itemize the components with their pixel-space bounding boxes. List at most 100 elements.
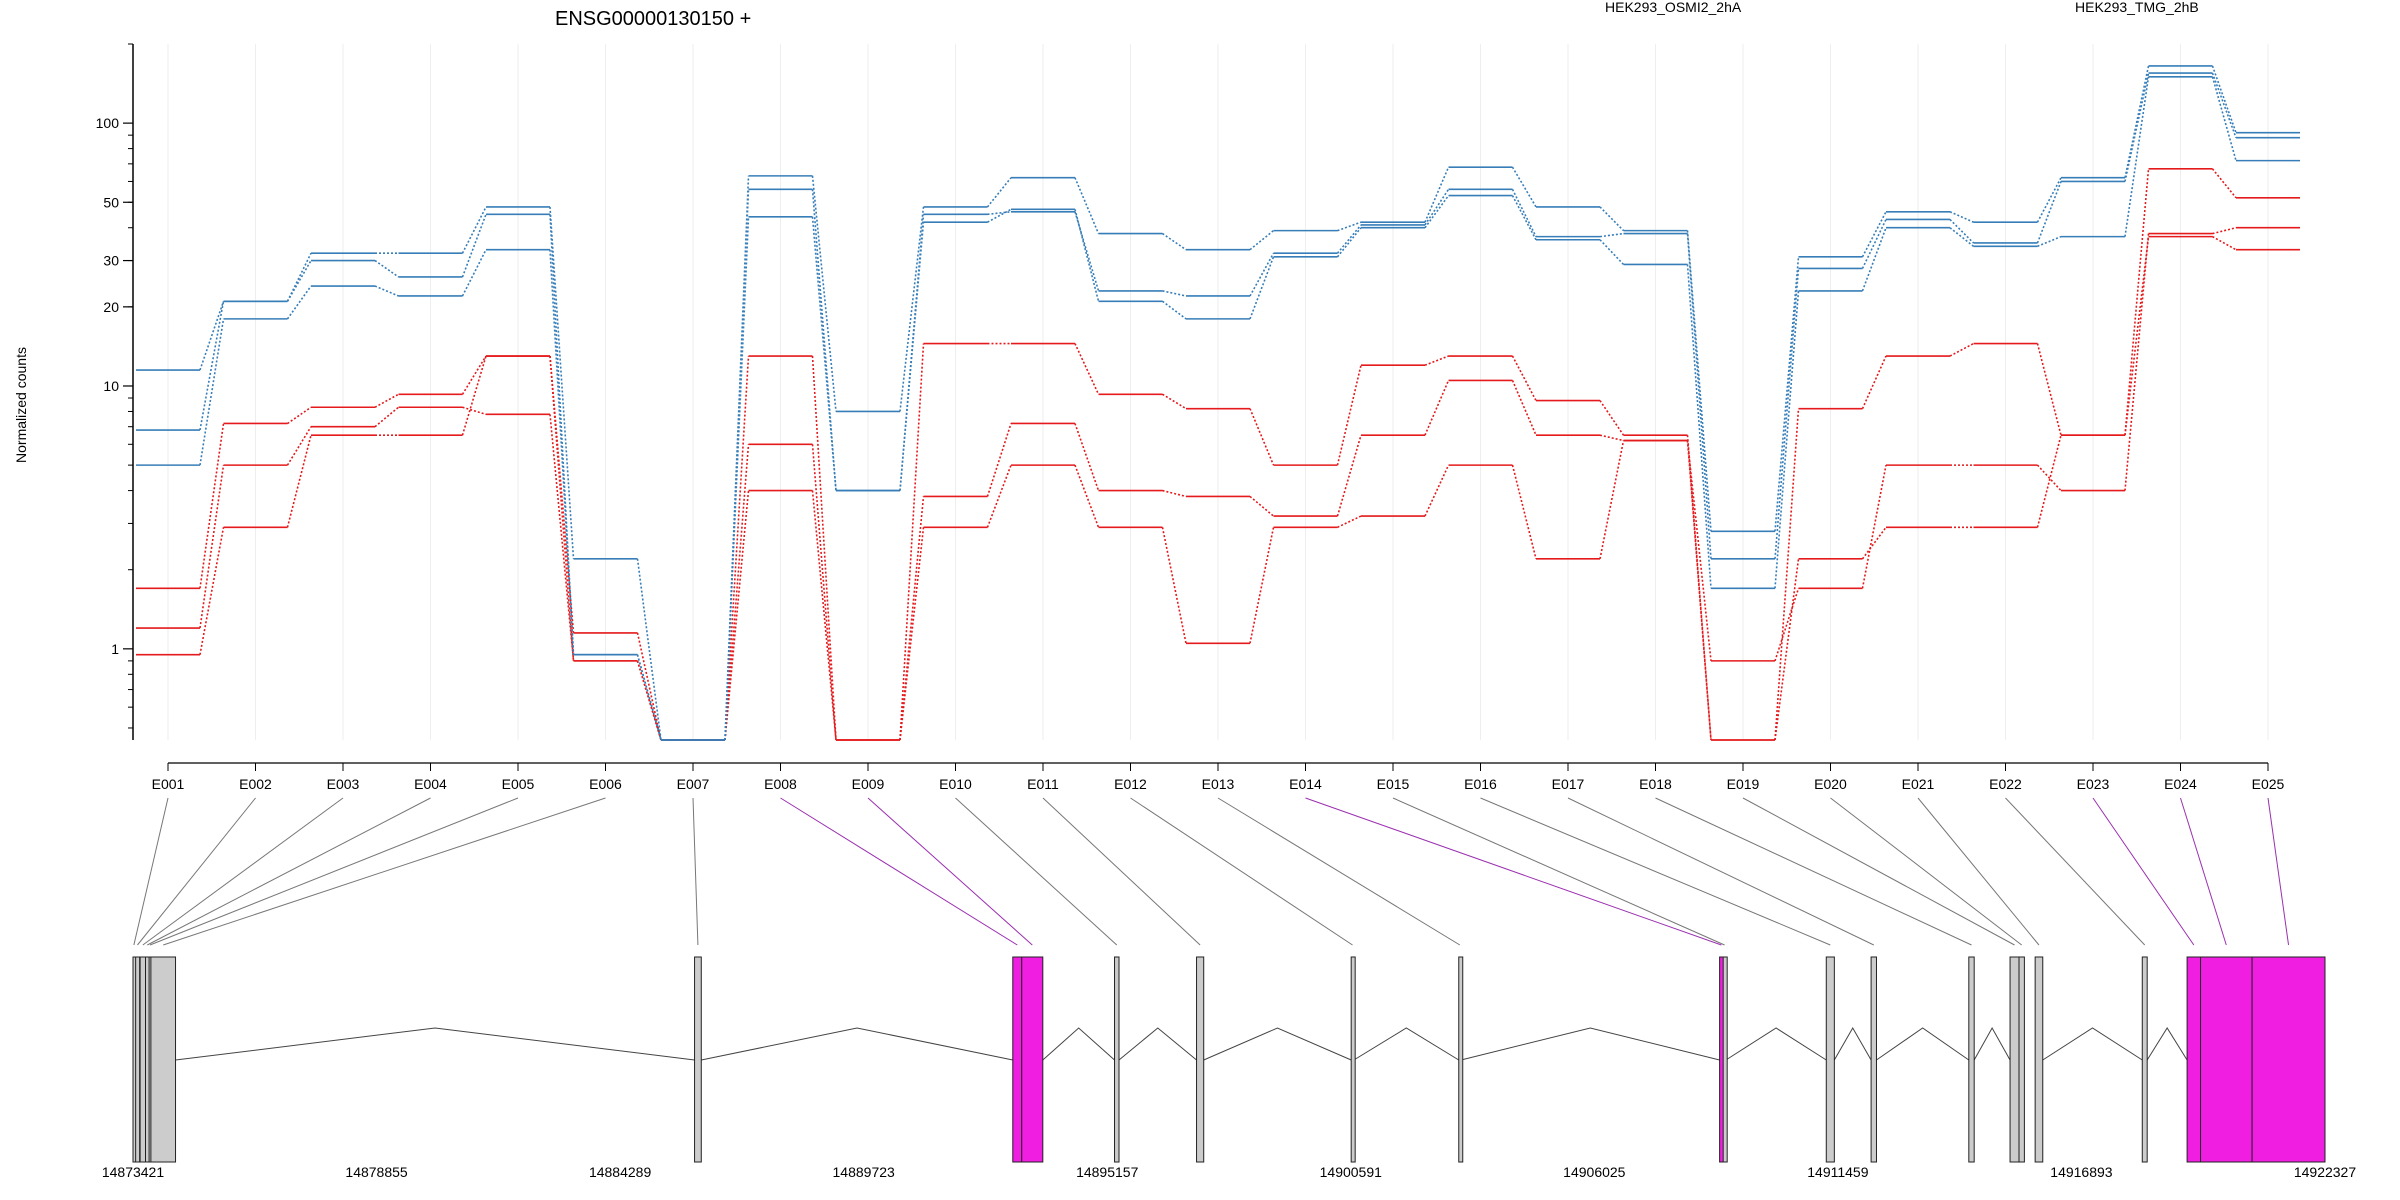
- transition-segment: [2124, 76, 2150, 237]
- transition-segment: [461, 206, 487, 254]
- exon-box: [150, 956, 177, 1163]
- transition-segment: [1249, 256, 1275, 320]
- exon-connector: [2180, 797, 2227, 946]
- transition-segment: [1074, 211, 1100, 292]
- transition-segment: [636, 632, 662, 741]
- transition-segment: [1774, 588, 1800, 662]
- transition-segment: [1861, 211, 1887, 258]
- transition-segment: [461, 355, 487, 395]
- transition-segment: [636, 654, 662, 741]
- exon-box: [2186, 956, 2202, 1163]
- exon-box: [1012, 956, 1023, 1163]
- exon-box: [2009, 956, 2020, 1163]
- transition-segment: [1074, 343, 1100, 395]
- transition-segment: [199, 465, 225, 629]
- intron-line: [701, 1027, 1013, 1061]
- transition-segment: [1161, 527, 1187, 644]
- transition-segment: [636, 558, 662, 741]
- genomic-tick-label: 14900591: [1320, 1164, 1383, 1180]
- transition-segment: [1249, 252, 1275, 297]
- transition-segment: [1599, 440, 1625, 559]
- transition-segment: [1949, 227, 1974, 247]
- transition-segment: [1511, 380, 1537, 436]
- x-tick-label: E025: [2252, 776, 2285, 792]
- exon-box: [2141, 956, 2148, 1163]
- transition-segment: [987, 208, 1012, 223]
- grid-lines: [167, 44, 2269, 740]
- exon-box: [1968, 956, 1975, 1163]
- x-tick-label: E001: [152, 776, 185, 792]
- transition-segment: [1336, 434, 1362, 517]
- exon-connector: [1392, 797, 1725, 946]
- transition-segment: [1774, 256, 1800, 532]
- transition-segment: [1774, 558, 1800, 741]
- transition-segment: [2211, 76, 2237, 161]
- y-axis-label: Normalized counts: [13, 347, 29, 463]
- transition-segment: [461, 214, 487, 278]
- transition-segment: [899, 222, 925, 491]
- intron-line: [1833, 1026, 1872, 1061]
- series-line: [136, 72, 2300, 741]
- transition-segment: [2124, 65, 2150, 178]
- transition-segment: [2036, 177, 2062, 223]
- transition-segment: [1424, 355, 1449, 366]
- transition-segment: [2211, 65, 2237, 133]
- transition-segment: [1424, 380, 1450, 436]
- exon-track: [132, 956, 2326, 1163]
- exon-connector: [692, 797, 699, 946]
- transition-segment: [1337, 515, 1362, 529]
- exon-box: [1870, 956, 1877, 1163]
- transition-segment: [1162, 489, 1187, 498]
- transition-segment: [286, 285, 312, 320]
- chart-title: ENSG00000130150 +: [555, 8, 751, 30]
- genomic-tick-label: 14906025: [1563, 1164, 1626, 1180]
- series-line: [136, 235, 2300, 741]
- transition-segment: [2212, 226, 2237, 235]
- exon-connector: [142, 797, 344, 946]
- transition-segment: [986, 423, 1012, 497]
- transition-segment: [1774, 290, 1800, 589]
- x-tick-label: E024: [2164, 776, 2197, 792]
- genomic-tick-label: 14889723: [833, 1164, 896, 1180]
- series-lines: [136, 65, 2300, 741]
- transition-segment: [636, 660, 662, 741]
- x-tick-label: E007: [677, 776, 710, 792]
- transition-segment: [1511, 188, 1537, 237]
- transition-segment: [899, 343, 925, 741]
- transition-segment: [1162, 393, 1187, 410]
- transition-segment: [374, 259, 399, 278]
- intron-line: [1725, 1027, 1827, 1061]
- x-tick-label: E018: [1639, 776, 1672, 792]
- transition-segment: [1686, 233, 1712, 559]
- exon-box: [2200, 956, 2253, 1163]
- transition-segment: [1511, 166, 1537, 208]
- transition-segment: [2124, 236, 2150, 436]
- genomic-tick-label: 14878855: [345, 1164, 408, 1180]
- x-tick-label: E013: [1202, 776, 1235, 792]
- transition-segment: [987, 210, 1012, 216]
- exon-connector: [2267, 797, 2290, 946]
- exon-connector: [149, 797, 519, 946]
- intron-line: [1042, 1027, 1115, 1061]
- transition-segment: [1861, 227, 1887, 292]
- x-tick-label: E009: [852, 776, 885, 792]
- exon-connector: [1742, 797, 2015, 946]
- transition-segment: [1424, 464, 1450, 517]
- intron-line: [1460, 1027, 1720, 1061]
- transition-segment: [1162, 300, 1187, 320]
- transition-segment: [1074, 423, 1100, 491]
- exon-box: [139, 956, 147, 1163]
- transition-segment: [286, 434, 312, 528]
- transition-segment: [1336, 227, 1362, 258]
- transition-segment: [1774, 408, 1800, 741]
- transition-segment: [461, 355, 487, 436]
- transition-segment: [1599, 206, 1625, 232]
- exon-box: [2251, 956, 2326, 1163]
- y-tick-label: 1: [111, 641, 119, 657]
- transition-segment: [1074, 209, 1100, 302]
- x-tick-label: E022: [1989, 776, 2022, 792]
- y-axis: 1 10 20 30 50 100: [96, 43, 134, 740]
- genomic-tick-label: 14884289: [589, 1164, 652, 1180]
- x-tick-label: E016: [1464, 776, 1497, 792]
- transition-segment: [2037, 235, 2062, 248]
